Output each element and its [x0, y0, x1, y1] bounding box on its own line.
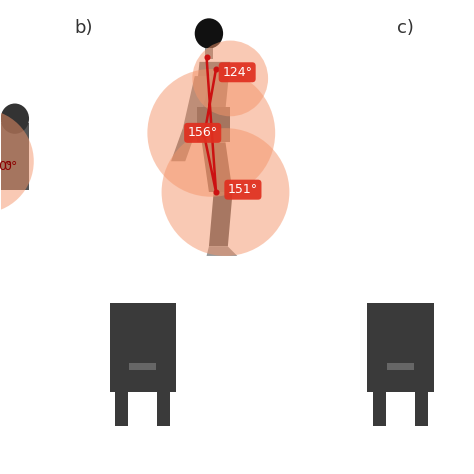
- Text: 151°: 151°: [228, 183, 258, 196]
- Polygon shape: [202, 142, 233, 192]
- Circle shape: [147, 69, 275, 197]
- Text: c): c): [397, 19, 414, 37]
- FancyBboxPatch shape: [109, 303, 176, 392]
- Ellipse shape: [195, 18, 223, 49]
- FancyBboxPatch shape: [373, 390, 386, 426]
- Circle shape: [162, 128, 290, 256]
- Text: 0°: 0°: [3, 160, 18, 173]
- Polygon shape: [195, 62, 230, 109]
- Text: 0°: 0°: [0, 160, 13, 173]
- FancyBboxPatch shape: [197, 107, 230, 142]
- Circle shape: [192, 41, 268, 116]
- FancyBboxPatch shape: [205, 48, 213, 60]
- FancyBboxPatch shape: [129, 363, 156, 370]
- Polygon shape: [183, 76, 211, 128]
- FancyBboxPatch shape: [387, 363, 414, 370]
- Text: b): b): [74, 19, 93, 37]
- FancyBboxPatch shape: [415, 390, 428, 426]
- FancyBboxPatch shape: [157, 390, 171, 426]
- Circle shape: [0, 109, 34, 213]
- FancyBboxPatch shape: [367, 303, 434, 392]
- Text: 124°: 124°: [222, 66, 252, 79]
- Polygon shape: [209, 192, 233, 246]
- Polygon shape: [171, 128, 197, 161]
- Ellipse shape: [0, 103, 29, 134]
- FancyBboxPatch shape: [0, 123, 29, 190]
- FancyBboxPatch shape: [115, 390, 128, 426]
- Polygon shape: [207, 246, 237, 256]
- Text: 156°: 156°: [188, 127, 218, 139]
